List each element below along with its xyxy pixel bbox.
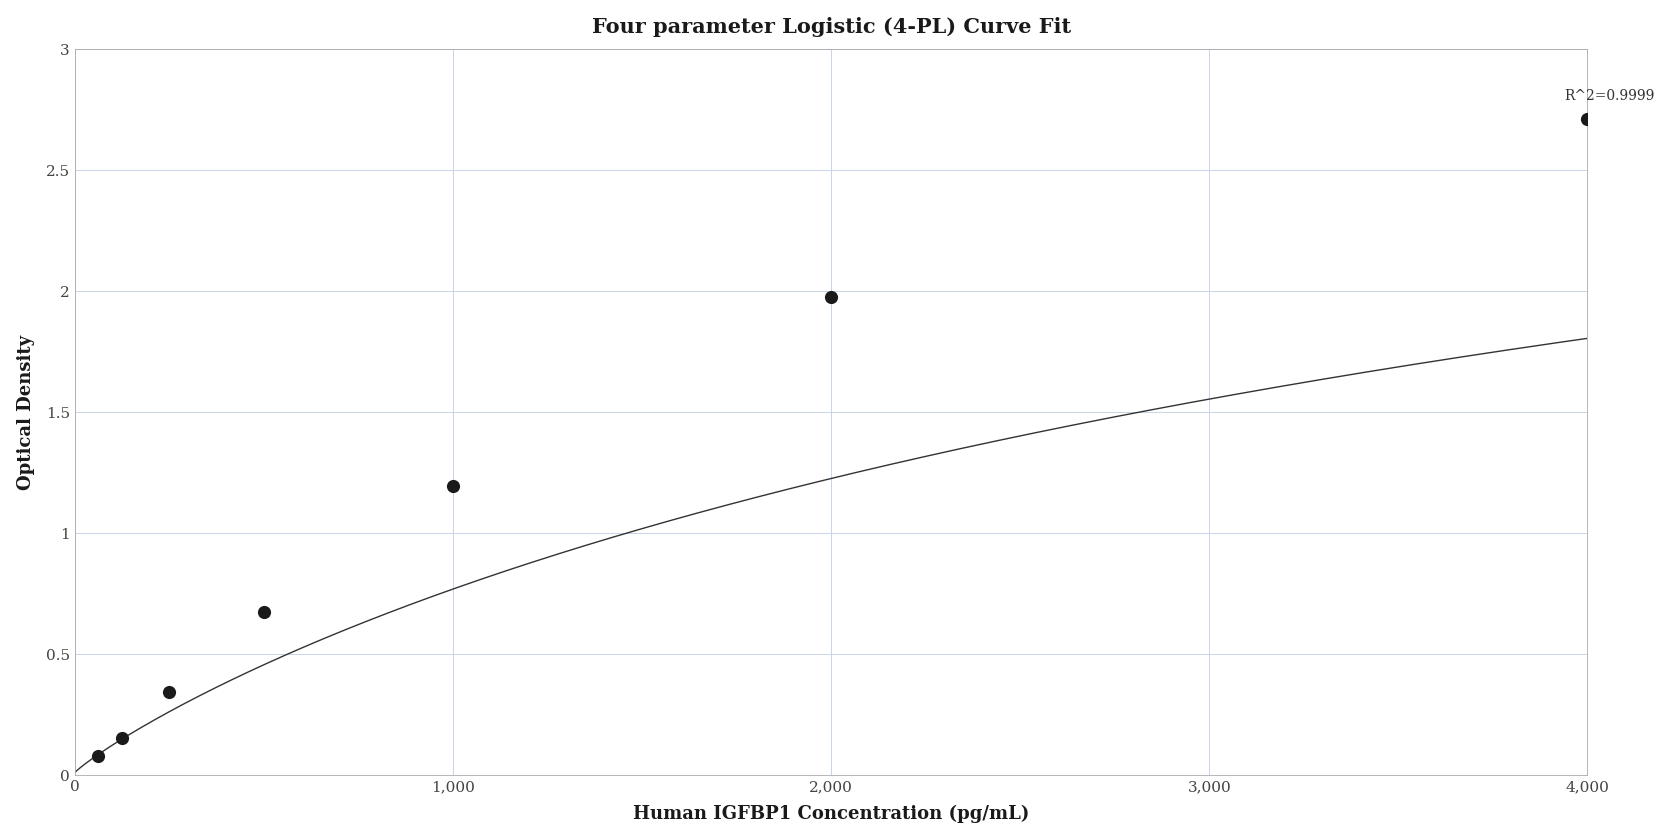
Title: Four parameter Logistic (4-PL) Curve Fit: Four parameter Logistic (4-PL) Curve Fit: [591, 17, 1070, 37]
Point: [1574, 113, 1601, 126]
Point: [251, 605, 278, 618]
Point: [85, 749, 112, 763]
Point: [817, 291, 844, 304]
Text: R^2=0.9999: R^2=0.9999: [1564, 89, 1655, 103]
Y-axis label: Optical Density: Optical Density: [17, 334, 35, 490]
Point: [109, 731, 136, 744]
Point: [439, 480, 466, 493]
X-axis label: Human IGFBP1 Concentration (pg/mL): Human IGFBP1 Concentration (pg/mL): [633, 805, 1028, 823]
Point: [156, 685, 183, 698]
